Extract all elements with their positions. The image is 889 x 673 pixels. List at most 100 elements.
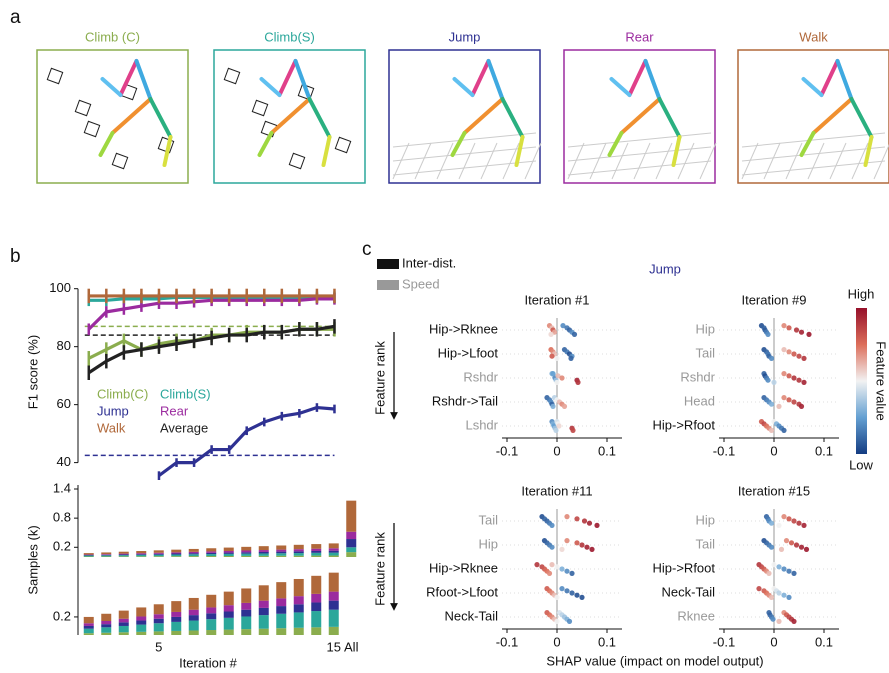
bar-segment [154, 604, 164, 614]
legend-swatch [377, 259, 399, 269]
bar-segment [259, 585, 269, 600]
y-tick-label: 60 [57, 396, 71, 411]
x-tick-label: 0.1 [815, 443, 833, 458]
bar-segment [311, 544, 321, 549]
panel-label: b [10, 246, 21, 267]
y-axis-label: Feature rank [372, 532, 387, 606]
bar-segment [84, 623, 94, 626]
bar-segment [101, 624, 111, 627]
legend-label: Jump [97, 403, 129, 418]
y-axis-label: Feature rank [372, 341, 387, 415]
shap-dot [766, 571, 771, 576]
shap-dot [559, 566, 564, 571]
shap-dot [554, 356, 559, 361]
figure: a b c Climb (C)Climb(S)JumpRearWalk40608… [0, 0, 889, 673]
bar-segment [101, 554, 111, 555]
bar-segment [154, 614, 164, 619]
shap-dot [796, 354, 801, 359]
bar-segment [84, 556, 94, 557]
shap-dot [801, 523, 806, 528]
page: a b c Climb (C)Climb(S)JumpRearWalk40608… [0, 0, 889, 673]
bar-segment [154, 619, 164, 624]
colorbar-low: Low [849, 457, 873, 472]
bar-segment [189, 549, 199, 552]
shap-dot [799, 330, 804, 335]
bar-segment [171, 556, 181, 557]
bar-segment [171, 601, 181, 612]
x-tick-label: 0.1 [598, 443, 616, 458]
colorbar-label: Feature value [874, 341, 889, 421]
legend-label: Average [160, 420, 208, 435]
shap-dot [771, 380, 776, 385]
bar-segment [119, 622, 129, 626]
shap-dot [796, 378, 801, 383]
bar-segment [206, 595, 216, 608]
bar-segment [224, 618, 234, 630]
legend-label: Rear [160, 403, 189, 418]
bar-segment [311, 611, 321, 627]
bar-segment [101, 614, 111, 621]
colorbar [856, 308, 867, 454]
x-tick-label: All [344, 639, 359, 654]
bar-segment [101, 627, 111, 632]
bar-segment [241, 603, 251, 610]
bar-segment [276, 556, 286, 557]
bar-segment [276, 552, 286, 554]
bar-segment [189, 556, 199, 557]
shap-dot [564, 538, 569, 543]
shap-dot [791, 375, 796, 380]
bar-segment [329, 551, 339, 553]
bar-segment [171, 552, 181, 553]
bar-segment [224, 556, 234, 557]
bar-segment [171, 612, 181, 617]
bar-segment [329, 573, 339, 592]
bar-segment [276, 614, 286, 628]
bar-segment [101, 556, 111, 557]
feature-label: Tail [695, 536, 715, 551]
shap-dot [769, 402, 774, 407]
shap-dot [769, 545, 774, 550]
bar-segment [276, 606, 286, 614]
bar-segment [84, 629, 94, 634]
shap-dot [562, 404, 567, 409]
x-tick-label: 0.1 [598, 634, 616, 649]
legend-label: Walk [97, 420, 126, 435]
feature-label: Lshdr [465, 417, 498, 432]
shap-dot [570, 428, 575, 433]
shap-dot [784, 538, 789, 543]
y-tick-label: 0.2 [53, 608, 71, 623]
bar-segment [329, 553, 339, 556]
bar-segment [241, 554, 251, 556]
bar-segment [346, 532, 356, 539]
shap-dot [769, 521, 774, 526]
shap-dot [791, 619, 796, 624]
shap-dot [801, 380, 806, 385]
shap-dot [786, 516, 791, 521]
bar-segment [171, 631, 181, 635]
bar-segment [136, 607, 146, 616]
bar-segment [259, 546, 269, 550]
colorbar-high: High [848, 286, 875, 301]
legend-label: Speed [402, 276, 440, 291]
bar-segment [294, 545, 304, 549]
shap-dot [781, 395, 786, 400]
bar-segment [241, 550, 251, 552]
bar-segment [206, 607, 216, 613]
shap-dot [554, 564, 559, 569]
bar-segment [241, 629, 251, 635]
shap-dot [794, 542, 799, 547]
x-axis-label: SHAP value (impact on model output) [546, 653, 763, 668]
shap-dot [781, 428, 786, 433]
bar-segment [119, 619, 129, 623]
bar-segment [311, 551, 321, 553]
bar-segment [224, 592, 234, 606]
bar-segment [136, 553, 146, 554]
y-tick-label: 80 [57, 338, 71, 353]
x-tick-label: 0 [770, 443, 777, 458]
bar-segment [206, 556, 216, 557]
bar-segment [84, 617, 94, 623]
bar-segment [101, 555, 111, 556]
bar-segment [311, 553, 321, 556]
legend-label: Climb(S) [160, 386, 211, 401]
bar-segment [311, 602, 321, 611]
